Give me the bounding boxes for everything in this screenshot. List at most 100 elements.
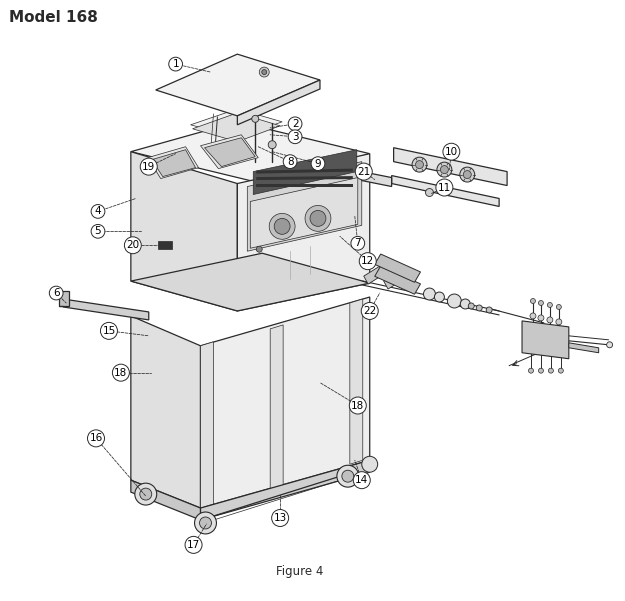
Circle shape — [262, 70, 267, 75]
Circle shape — [607, 342, 612, 348]
Circle shape — [558, 368, 563, 373]
Circle shape — [252, 115, 259, 123]
Circle shape — [556, 305, 561, 310]
Circle shape — [460, 167, 475, 182]
Polygon shape — [131, 253, 370, 311]
Polygon shape — [569, 343, 599, 353]
Circle shape — [556, 319, 562, 325]
Text: 22: 22 — [363, 306, 376, 316]
Circle shape — [539, 368, 543, 373]
Text: 7: 7 — [354, 238, 361, 248]
Polygon shape — [250, 177, 357, 248]
Polygon shape — [59, 291, 69, 306]
Circle shape — [486, 307, 492, 313]
Circle shape — [461, 299, 470, 309]
Circle shape — [529, 368, 534, 373]
Circle shape — [530, 313, 536, 319]
Circle shape — [441, 166, 448, 174]
Circle shape — [268, 141, 276, 148]
Circle shape — [538, 315, 544, 321]
Polygon shape — [131, 316, 201, 508]
Polygon shape — [192, 113, 280, 142]
Polygon shape — [238, 80, 320, 125]
Circle shape — [476, 305, 482, 311]
Text: 3: 3 — [292, 132, 298, 142]
Circle shape — [539, 300, 543, 305]
Polygon shape — [362, 172, 392, 186]
Text: 17: 17 — [187, 540, 200, 550]
Text: 5: 5 — [94, 227, 101, 236]
Circle shape — [274, 218, 290, 234]
Circle shape — [548, 302, 552, 308]
Circle shape — [305, 206, 331, 231]
Polygon shape — [201, 297, 370, 508]
Polygon shape — [256, 176, 353, 180]
Polygon shape — [201, 460, 370, 520]
Text: 18: 18 — [114, 368, 128, 377]
Circle shape — [310, 210, 326, 227]
Circle shape — [426, 189, 434, 197]
Polygon shape — [131, 122, 370, 183]
Circle shape — [434, 292, 444, 302]
Text: 20: 20 — [126, 240, 139, 250]
Polygon shape — [364, 265, 386, 284]
Text: 13: 13 — [274, 513, 287, 523]
Polygon shape — [253, 150, 357, 195]
Text: 9: 9 — [314, 159, 321, 169]
Polygon shape — [375, 266, 421, 294]
Circle shape — [437, 162, 452, 177]
Polygon shape — [201, 135, 258, 169]
Polygon shape — [156, 54, 320, 116]
Polygon shape — [256, 169, 353, 174]
Text: 14: 14 — [355, 475, 368, 485]
Circle shape — [269, 213, 295, 239]
Polygon shape — [256, 183, 353, 186]
Text: 1: 1 — [173, 59, 179, 69]
Polygon shape — [148, 147, 199, 178]
Circle shape — [412, 157, 427, 172]
Polygon shape — [392, 175, 499, 206]
Polygon shape — [63, 299, 149, 320]
Polygon shape — [248, 162, 362, 251]
Polygon shape — [131, 151, 238, 311]
Text: 8: 8 — [287, 157, 293, 166]
Text: 6: 6 — [53, 288, 59, 298]
Polygon shape — [191, 109, 282, 138]
Text: 19: 19 — [142, 162, 156, 172]
Text: 21: 21 — [357, 166, 371, 177]
Circle shape — [259, 67, 269, 77]
Text: 11: 11 — [438, 183, 451, 192]
Polygon shape — [350, 299, 362, 464]
Circle shape — [463, 171, 471, 178]
Circle shape — [448, 294, 461, 308]
Text: 18: 18 — [351, 400, 364, 410]
Polygon shape — [522, 321, 569, 359]
Circle shape — [199, 517, 211, 529]
Polygon shape — [394, 148, 507, 186]
Text: 10: 10 — [445, 147, 458, 157]
Circle shape — [256, 246, 262, 252]
Circle shape — [547, 317, 553, 323]
Circle shape — [416, 160, 424, 169]
Circle shape — [468, 303, 474, 309]
FancyBboxPatch shape — [158, 241, 172, 249]
Polygon shape — [131, 480, 201, 520]
Polygon shape — [204, 138, 255, 166]
Text: 15: 15 — [102, 326, 116, 336]
Circle shape — [531, 299, 536, 304]
Polygon shape — [238, 154, 370, 311]
Circle shape — [194, 512, 216, 534]
Circle shape — [362, 456, 378, 472]
Circle shape — [342, 470, 354, 482]
Polygon shape — [270, 325, 283, 492]
Circle shape — [548, 368, 553, 373]
Text: 2: 2 — [292, 119, 298, 129]
Circle shape — [337, 465, 359, 487]
Text: 4: 4 — [94, 206, 101, 216]
Text: Figure 4: Figure 4 — [276, 565, 324, 578]
Polygon shape — [152, 150, 196, 177]
Text: Model 168: Model 168 — [9, 10, 98, 25]
Polygon shape — [384, 270, 406, 289]
Text: 16: 16 — [89, 433, 102, 444]
Circle shape — [424, 288, 436, 300]
